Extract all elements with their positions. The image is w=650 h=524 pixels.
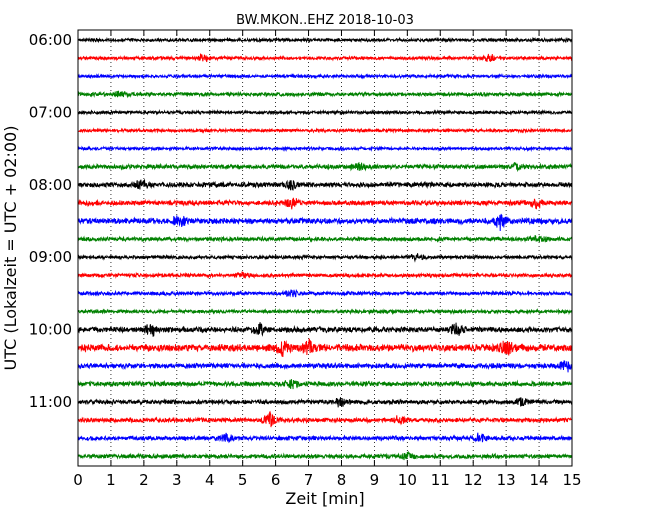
trace-1045: [77, 379, 573, 390]
trace-1115: [77, 410, 573, 428]
x-tick-label-12: 12: [464, 471, 483, 489]
trace-0830: [77, 213, 573, 231]
trace-1015: [77, 337, 573, 358]
x-tick-label-14: 14: [530, 471, 549, 489]
x-tick-label-9: 9: [370, 471, 380, 489]
trace-0900: [77, 253, 573, 263]
plot-area-frame: [77, 29, 573, 467]
trace-0815: [77, 197, 573, 210]
trace-0845: [77, 234, 573, 244]
x-tick-label-2: 2: [139, 471, 149, 489]
y-tick-label-5: 11:00: [29, 393, 72, 411]
y-tick-label-4: 10:00: [29, 321, 72, 339]
trace-1130: [77, 432, 573, 444]
y-axis-label: UTC (Lokalzeit = UTC + 02:00): [1, 126, 20, 371]
x-tick-label-8: 8: [337, 471, 347, 489]
x-tick-label-15: 15: [562, 471, 581, 489]
grid-lines: [110, 30, 540, 466]
x-tick-label-5: 5: [238, 471, 248, 489]
x-axis-label: Zeit [min]: [285, 489, 364, 508]
trace-0700: [77, 109, 573, 116]
trace-1100: [77, 397, 573, 408]
trace-layer: [77, 36, 573, 461]
trace-1000: [77, 322, 573, 337]
trace-0915: [77, 271, 573, 279]
trace-0600: [77, 36, 573, 44]
axis-ticks: 0 1 2 3 4 5 6 7 8 9 10 11 12 13 14 1506:0007:0008:0009:…: [29, 30, 582, 489]
x-tick-label-3: 3: [172, 471, 182, 489]
trace-1030: [77, 360, 573, 373]
x-tick-label-13: 13: [497, 471, 516, 489]
trace-0630: [77, 72, 573, 80]
x-tick-label-6: 6: [271, 471, 281, 489]
trace-0615: [77, 53, 573, 63]
trace-0715: [77, 127, 573, 134]
x-tick-label-11: 11: [431, 471, 450, 489]
trace-0645: [77, 90, 572, 99]
chart-title: BW.MKON..EHZ 2018-10-03: [236, 13, 414, 28]
x-tick-label-0: 0: [73, 471, 83, 489]
trace-0945: [77, 307, 573, 316]
trace-0800: [77, 179, 573, 191]
y-tick-label-1: 07:00: [29, 103, 72, 121]
y-tick-label-0: 06:00: [29, 31, 72, 49]
y-tick-label-3: 09:00: [29, 248, 72, 266]
y-tick-label-2: 08:00: [29, 176, 72, 194]
trace-1145: [77, 450, 573, 461]
trace-0730: [77, 145, 573, 153]
x-tick-label-10: 10: [398, 471, 417, 489]
x-tick-label-4: 4: [205, 471, 215, 489]
x-tick-label-7: 7: [304, 471, 314, 489]
trace-0745: [77, 161, 573, 173]
x-tick-label-1: 1: [106, 471, 116, 489]
trace-0930: [77, 288, 573, 298]
